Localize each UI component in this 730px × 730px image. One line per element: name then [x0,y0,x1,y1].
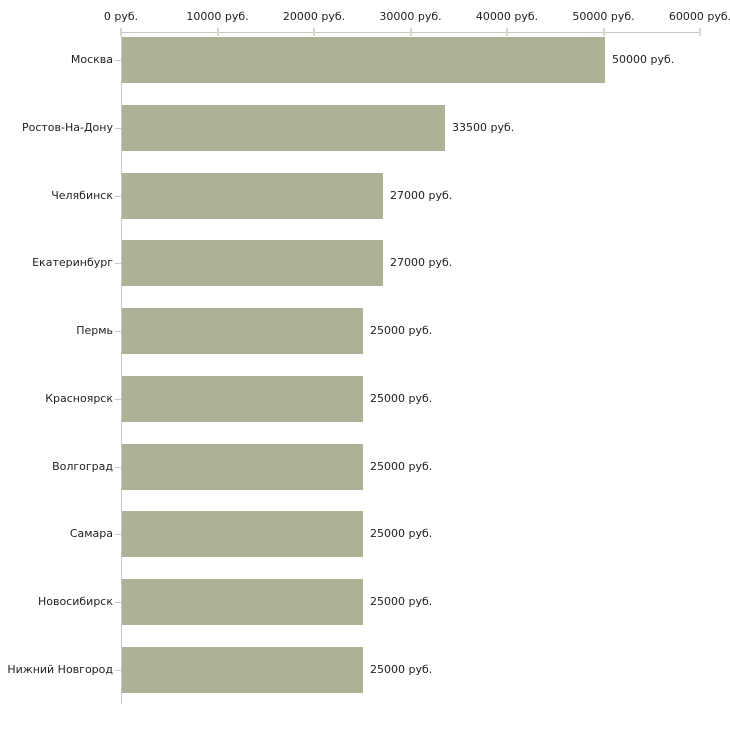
bar-value-label: 27000 руб. [390,189,453,202]
bar [122,511,363,557]
bar-value-label: 25000 руб. [370,324,433,337]
x-axis-tick-label: 30000 руб. [379,10,442,23]
x-axis-tick [120,28,122,36]
category-label: Красноярск [45,392,113,405]
bar-value-label: 50000 руб. [612,53,675,66]
x-axis-tick-label: 60000 руб. [668,10,730,23]
category-label: Пермь [76,324,113,337]
y-axis-tick [115,602,121,603]
y-axis-tick [115,128,121,129]
bar [122,173,383,219]
bar [122,444,363,490]
x-axis-tick [506,28,508,36]
x-axis-tick [699,28,701,36]
y-axis-tick [115,399,121,400]
bar [122,105,445,151]
bar [122,376,363,422]
bar-value-label: 25000 руб. [370,460,433,473]
category-label: Челябинск [51,189,113,202]
x-axis-tick [313,28,315,36]
x-axis-tick-label: 0 руб. [103,10,139,23]
bar-value-label: 25000 руб. [370,527,433,540]
category-label: Новосибирск [37,595,113,608]
category-label: Волгоград [52,460,113,473]
x-axis-tick-label: 40000 руб. [475,10,539,23]
x-axis-tick [216,28,219,36]
x-axis-tick-label: 50000 руб. [572,10,635,23]
bar-value-label: 25000 руб. [370,392,433,405]
category-label: Москва [70,53,113,66]
y-axis-tick [115,670,121,671]
y-axis-tick [115,467,121,468]
category-label: Самара [69,527,113,540]
bar [122,37,605,83]
bar-value-label: 25000 руб. [370,595,433,608]
category-label: Ростов-На-Дону [21,121,113,134]
x-axis-tick [602,28,605,36]
bar [122,647,363,693]
category-label: Екатеринбург [32,256,113,269]
y-axis-tick [115,196,121,197]
y-axis-tick [115,60,121,61]
y-axis-tick [115,331,121,332]
bar [122,308,363,354]
bar [122,579,363,625]
y-axis-tick [115,263,121,264]
x-axis-tick-label: 10000 руб. [186,10,249,23]
y-axis-tick [115,534,121,535]
x-axis-tick-label: 20000 руб. [282,10,346,23]
bar [122,240,383,286]
x-axis-tick [409,28,412,36]
bar-value-label: 33500 руб. [452,121,515,134]
y-axis-line [121,32,122,704]
bar-value-label: 27000 руб. [390,256,453,269]
bar-value-label: 25000 руб. [370,663,433,676]
category-label: Нижний Новгород [7,663,113,676]
